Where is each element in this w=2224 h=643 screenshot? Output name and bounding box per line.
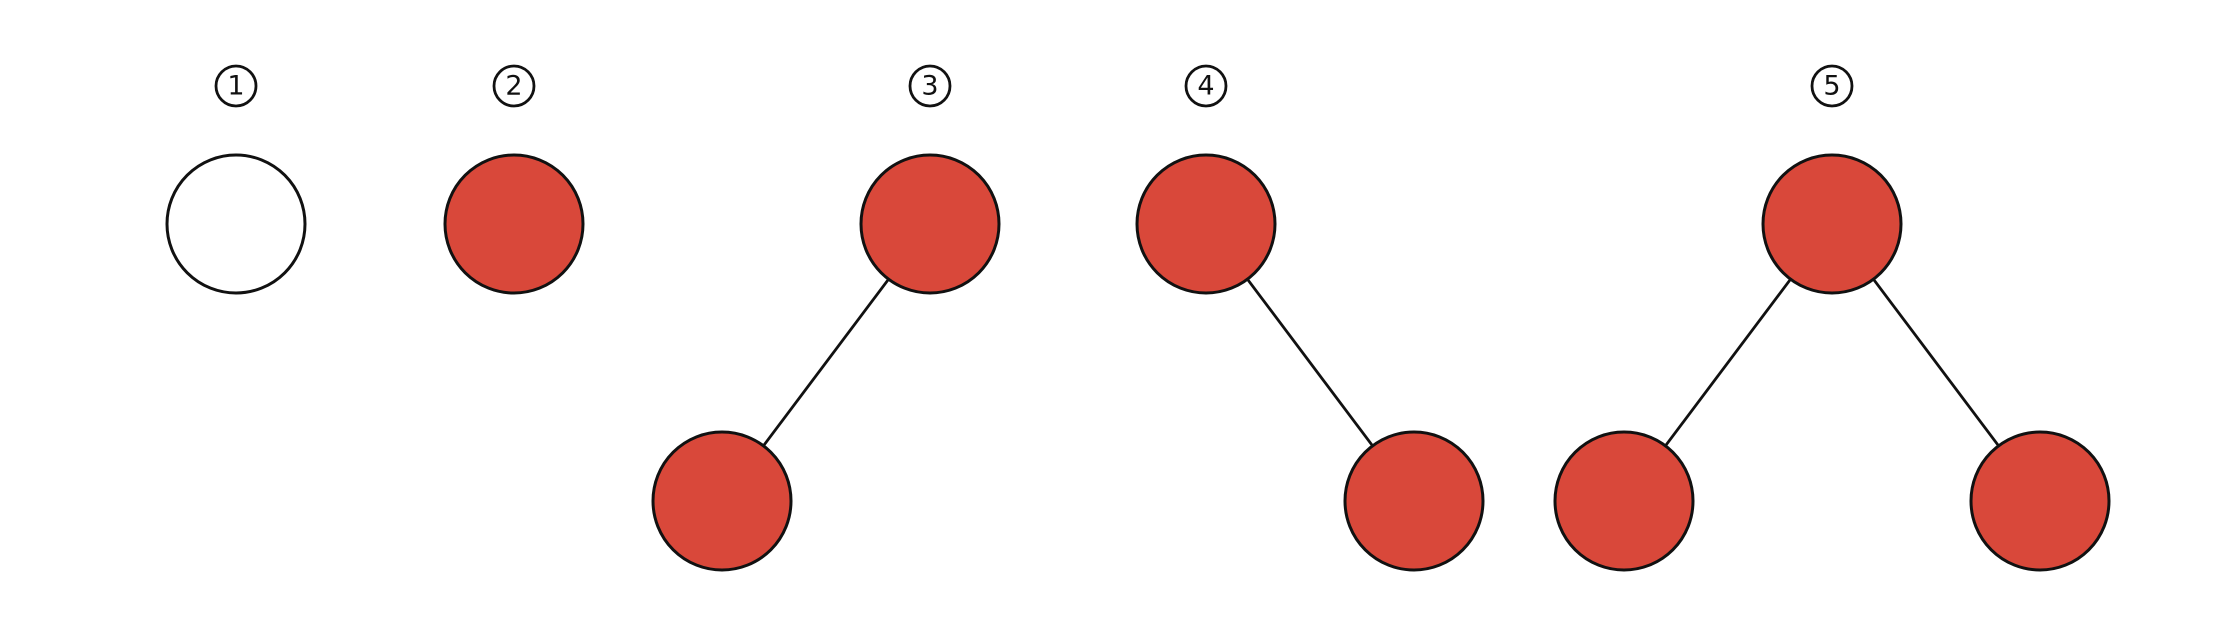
badge-ring bbox=[214, 64, 258, 108]
tree-1-node-root bbox=[165, 153, 307, 295]
tree-4-badge: 4 bbox=[1184, 64, 1228, 108]
tree-3-badge: 3 bbox=[908, 64, 952, 108]
tree-5-edge-root-right bbox=[1872, 278, 2000, 447]
tree-5-node-root bbox=[1761, 153, 1903, 295]
tree-4-edge-root-right bbox=[1246, 278, 1374, 447]
badges-layer: 1 2 3 4 5 bbox=[214, 64, 1854, 108]
badge-number: 5 bbox=[1823, 71, 1840, 102]
tree-3-node-root bbox=[859, 153, 1001, 295]
nodes-layer bbox=[165, 153, 2111, 572]
badge-ring bbox=[1184, 64, 1228, 108]
tree-2-badge: 2 bbox=[492, 64, 536, 108]
badge-number: 3 bbox=[921, 71, 938, 102]
tree-4-node-root bbox=[1135, 153, 1277, 295]
tree-5-node-right bbox=[1969, 430, 2111, 572]
tree-3-node-left bbox=[651, 430, 793, 572]
tree-5-edge-root-left bbox=[1664, 278, 1792, 447]
tree-4-node-right bbox=[1343, 430, 1485, 572]
badge-ring bbox=[908, 64, 952, 108]
tree-5-badge: 5 bbox=[1810, 64, 1854, 108]
tree-1-badge: 1 bbox=[214, 64, 258, 108]
badge-ring bbox=[492, 64, 536, 108]
badge-number: 4 bbox=[1197, 71, 1214, 102]
edges-layer bbox=[762, 278, 2000, 447]
tree-2-node-root bbox=[443, 153, 585, 295]
tree-5-node-left bbox=[1553, 430, 1695, 572]
tree-3-edge-root-left bbox=[762, 278, 890, 447]
badge-number: 2 bbox=[505, 71, 522, 102]
badge-ring bbox=[1810, 64, 1854, 108]
badge-number: 1 bbox=[227, 71, 244, 102]
